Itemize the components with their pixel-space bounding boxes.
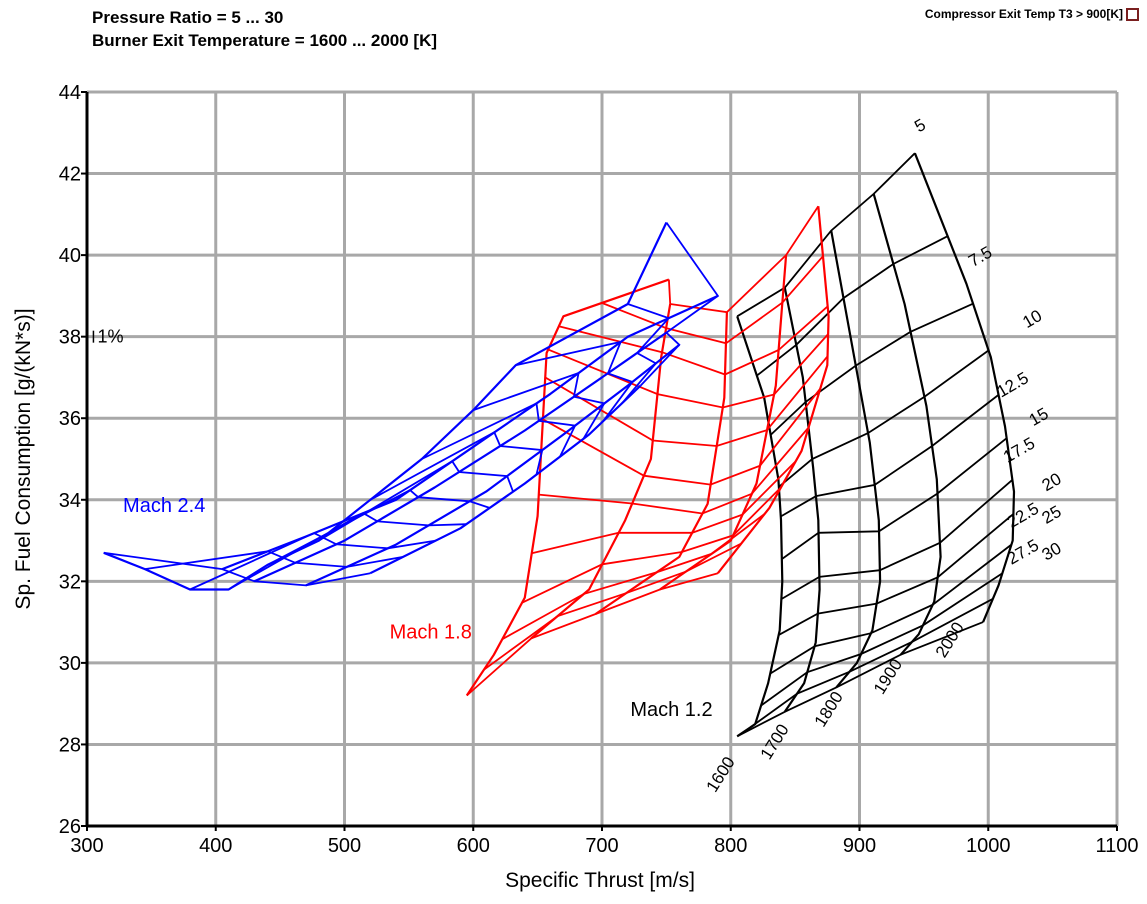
x-tick-label: 700 (585, 835, 618, 857)
header-burner-temp: Burner Exit Temperature = 1600 ... 2000 … (92, 31, 438, 50)
pr-line (769, 543, 1012, 675)
pr-line (544, 355, 829, 447)
x-tick-label: 600 (457, 835, 490, 857)
pr-line (760, 572, 1003, 707)
y-tick-label: 28 (59, 734, 81, 756)
pr-line (501, 513, 766, 640)
pr-line (736, 152, 916, 318)
pr-line (780, 394, 1000, 518)
curve-t1700 (530, 303, 672, 640)
y-tick-label: 34 (59, 490, 81, 512)
y-tick-label: 30 (59, 653, 81, 675)
series-label: Mach 1.2 (630, 699, 712, 721)
pr-line (144, 550, 404, 570)
pr-line (189, 532, 436, 591)
pr-line (781, 437, 1008, 560)
pr-line (749, 598, 994, 729)
curve-t1800 (253, 331, 668, 583)
y-tick-label: 40 (59, 245, 81, 267)
pr-line (778, 513, 1014, 636)
x-tick-label: 300 (70, 835, 103, 857)
curve-t2000 (717, 206, 830, 574)
pr-line (639, 221, 720, 387)
pr-line (369, 431, 544, 501)
pr-line (466, 572, 719, 697)
pr-line (531, 460, 797, 555)
pr-line (473, 371, 606, 440)
y-axis-ticks: 26 28 30 32 34 36 38 40 42 44 (59, 82, 87, 838)
pr-line (621, 303, 671, 404)
x-axis-label: Specific Thrust [m/s] (505, 869, 695, 892)
x-tick-label: 800 (714, 835, 747, 857)
y-tick-label: 26 (59, 816, 81, 838)
y-axis-label: Sp. Fuel Consumption [g/(kN*s)] (12, 308, 35, 609)
y-tick-label: 42 (59, 164, 81, 186)
series-label: Mach 1.8 (390, 621, 472, 643)
pr-line (668, 205, 820, 314)
pr-line (542, 388, 822, 486)
curve-t1900 (659, 255, 788, 591)
x-tick-label: 1100 (1095, 835, 1138, 857)
carpet-mach-1-8 (465, 205, 830, 697)
x-axis-ticks: 300 400 500 600 700 800 900 1000 1100 (70, 826, 1139, 857)
carpet-mach-1-2 (736, 152, 1016, 738)
pr-line (538, 426, 810, 515)
carpet-mach-2-4 (103, 221, 720, 591)
curve-t1900 (305, 343, 680, 587)
legend-label: Compressor Exit Temp T3 > 900[K] (924, 7, 1123, 21)
curve-t1800 (594, 312, 728, 615)
x-tick-label: 900 (843, 835, 876, 857)
legend-marker (1126, 7, 1139, 21)
y-tick-label: 44 (59, 82, 81, 104)
series-label: Mach 2.4 (123, 495, 205, 517)
curve-t1900 (872, 193, 942, 656)
pr-line (756, 235, 949, 377)
pr-line (736, 621, 984, 738)
pr-line (770, 302, 974, 436)
pr-line (515, 340, 634, 422)
y-tick-label: 32 (59, 571, 81, 593)
x-tick-label: 400 (199, 835, 232, 857)
pr-line (421, 402, 577, 460)
curve-t2000 (913, 152, 1016, 623)
pr-line (780, 479, 1013, 600)
header-pressure-ratio: Pressure Ratio = 5 ... 30 (92, 8, 284, 27)
pr-line (547, 333, 829, 409)
y-tick-label: 36 (59, 408, 81, 430)
pr-line (318, 459, 514, 542)
scale-marker-label: 1% (97, 327, 123, 347)
pr-line (778, 349, 990, 488)
pr-line (483, 542, 742, 671)
curve-t1800 (830, 230, 882, 689)
pr-line (558, 305, 829, 376)
pr-line (521, 486, 782, 604)
pr-line (601, 255, 824, 345)
y-tick-label: 38 (59, 327, 81, 349)
x-tick-label: 1000 (966, 835, 1011, 857)
carpet-series (103, 152, 1016, 738)
curve-t1700 (783, 287, 821, 713)
legend: Compressor Exit Temp T3 > 900[K] (925, 7, 1139, 21)
x-tick-label: 500 (328, 835, 361, 857)
